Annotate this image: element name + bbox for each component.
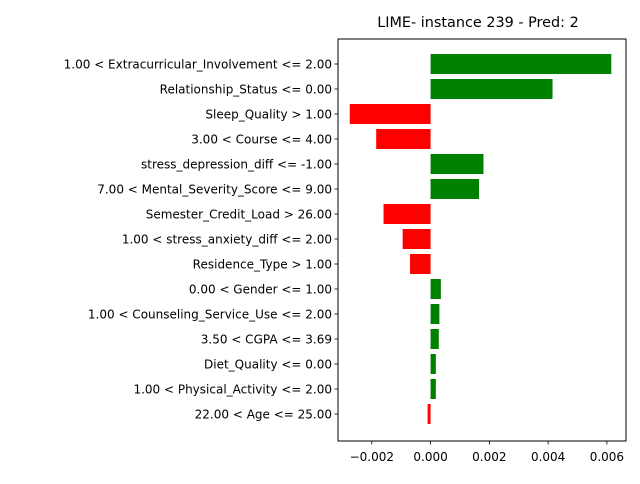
- y-tick-label: 1.00 < Counseling_Service_Use <= 2.00: [88, 308, 332, 322]
- y-tick-label: 22.00 < Age <= 25.00: [195, 408, 332, 422]
- y-tick-label: 3.00 < Course <= 4.00: [191, 133, 332, 147]
- x-tick-label: 0.000: [413, 450, 447, 464]
- y-tick-label: stress_depression_diff <= -1.00: [141, 158, 332, 172]
- y-tick-label: Diet_Quality <= 0.00: [204, 358, 332, 372]
- bar: [376, 129, 431, 149]
- x-tick-label: −0.002: [350, 450, 394, 464]
- chart-title: LIME- instance 239 - Pred: 2: [377, 15, 578, 31]
- y-tick-label: Residence_Type > 1.00: [193, 258, 332, 272]
- bar: [430, 379, 436, 399]
- bar: [430, 329, 439, 349]
- bar: [430, 79, 553, 99]
- bar: [430, 354, 436, 374]
- y-tick-label: 1.00 < Physical_Activity <= 2.00: [133, 383, 332, 397]
- plot-frame: [337, 38, 627, 442]
- x-tick-label: 0.004: [531, 450, 565, 464]
- bar: [430, 179, 480, 199]
- y-tick-label: 1.00 < Extracurricular_Involvement <= 2.…: [64, 58, 332, 72]
- x-axis-ticks: −0.002 0.000 0.002 0.004 0.006: [350, 441, 624, 464]
- bar: [410, 254, 431, 274]
- bar: [430, 304, 440, 324]
- bars: [349, 54, 612, 424]
- bar: [430, 279, 441, 299]
- bar: [349, 104, 431, 124]
- bar: [383, 204, 431, 224]
- bar: [402, 229, 431, 249]
- y-tick-label: 7.00 < Mental_Severity_Score <= 9.00: [97, 183, 332, 197]
- y-tick-label: Relationship_Status <= 0.00: [160, 83, 332, 97]
- y-tick-label: Sleep_Quality > 1.00: [205, 108, 332, 122]
- x-tick-label: 0.006: [590, 450, 624, 464]
- x-tick-label: 0.002: [472, 450, 506, 464]
- y-axis-ticks: 1.00 < Extracurricular_Involvement <= 2.…: [64, 58, 338, 422]
- bar: [430, 54, 612, 74]
- y-tick-label: 1.00 < stress_anxiety_diff <= 2.00: [122, 233, 332, 247]
- y-tick-label: Semester_Credit_Load > 26.00: [146, 208, 332, 222]
- y-tick-label: 3.50 < CGPA <= 3.69: [201, 333, 332, 347]
- bar: [427, 404, 431, 424]
- y-tick-label: 0.00 < Gender <= 1.00: [189, 283, 332, 297]
- bar: [430, 154, 484, 174]
